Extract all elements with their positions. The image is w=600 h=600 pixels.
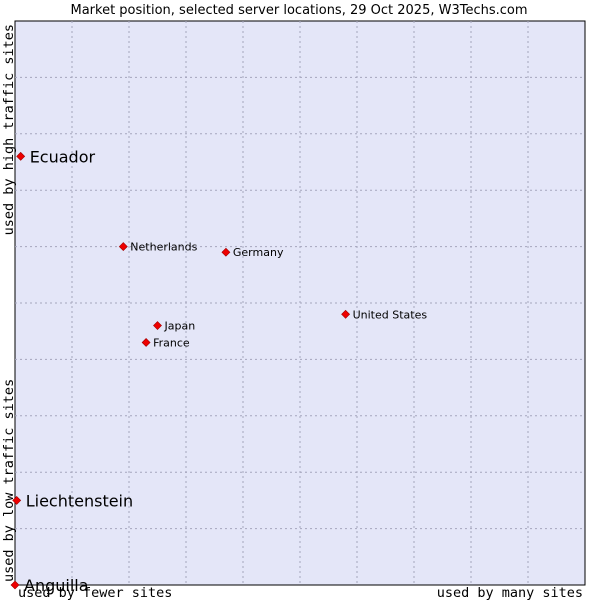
point-marker-liechtenstein (12, 495, 22, 505)
point-marker-anguilla (10, 580, 20, 590)
data-points: Ecuador Netherlands Germany United States Ja… (10, 147, 428, 595)
point-label-ecuador: Ecuador (30, 147, 96, 166)
point-label-netherlands: Netherlands (130, 241, 197, 254)
point-marker-united-states (341, 309, 351, 319)
x-axis-label-right: used by many sites (437, 585, 583, 600)
point-marker-ecuador (16, 151, 26, 161)
point-label-japan: Japan (164, 320, 196, 333)
point-label-france: France (153, 336, 190, 349)
grid-lines (15, 21, 585, 585)
point-marker-germany (221, 247, 231, 257)
point-marker-netherlands (118, 242, 128, 252)
x-axis-label-left: used by fewer sites (18, 585, 172, 600)
point-label-germany: Germany (233, 246, 284, 259)
point-marker-france (141, 338, 151, 347)
chart-title: Market position, selected server locatio… (70, 3, 527, 18)
point-marker-japan (153, 321, 162, 330)
y-axis-label-top: used by high traffic sites (1, 24, 17, 235)
point-label-liechtenstein: Liechtenstein (26, 491, 133, 510)
point-label-anguilla: Anguilla (24, 576, 89, 595)
y-axis-label-bottom: used by low traffic sites (1, 379, 17, 582)
point-label-united-states: United States (353, 308, 428, 321)
